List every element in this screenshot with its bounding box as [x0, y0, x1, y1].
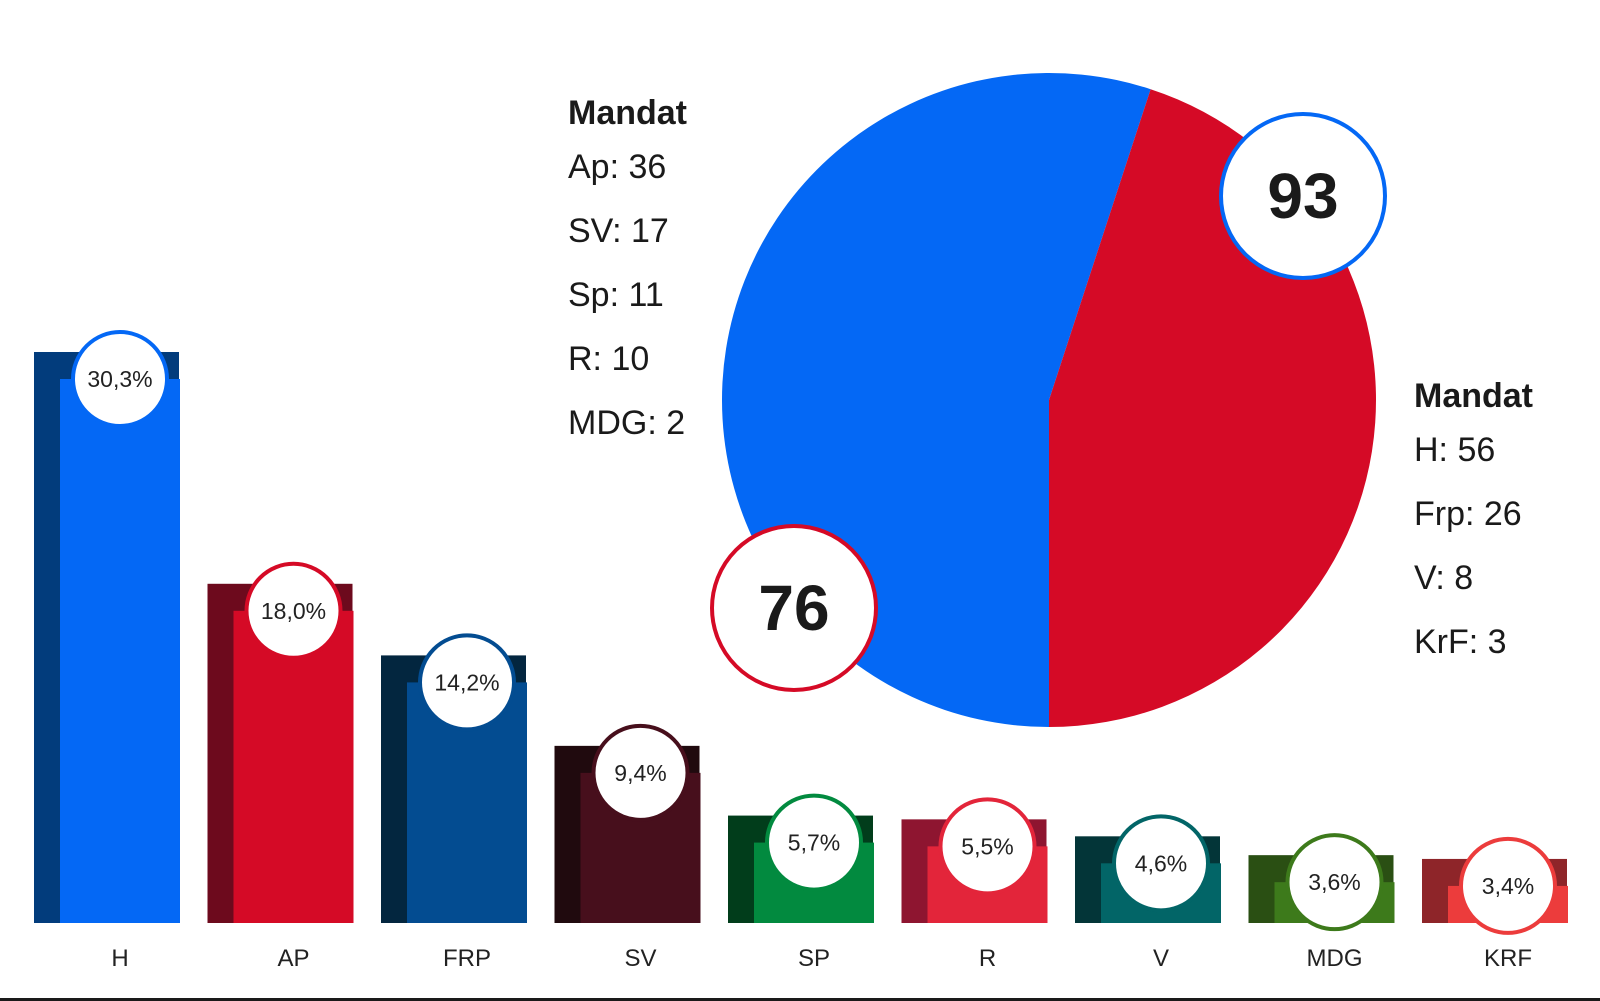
bar-value-label-h: 30,3%	[87, 366, 152, 392]
legend-left-title: Mandat	[568, 94, 687, 132]
bar-value-label-frp: 14,2%	[434, 669, 499, 695]
bar-value-badge-ap	[244, 561, 343, 660]
bar-value-badge-sv	[591, 723, 690, 822]
bar-value-label-v: 4,6%	[1135, 850, 1187, 876]
legend-right-item-h: H: 56	[1414, 431, 1496, 469]
legend-left-item-r: R: 10	[568, 340, 650, 378]
bar-h	[60, 379, 180, 923]
legend-left-item-ap: Ap: 36	[568, 148, 667, 186]
bar-value-label-mdg: 3,6%	[1308, 869, 1360, 895]
bar-value-label-r: 5,5%	[961, 833, 1013, 859]
category-label-sv: SV	[624, 945, 656, 972]
bar-value-badge-krf	[1459, 836, 1557, 935]
category-label-sp: SP	[798, 945, 830, 972]
bar-value-label-sv: 9,4%	[614, 760, 666, 786]
legend-left-item-mdg: MDG: 2	[568, 404, 686, 442]
seat-total-label-1: 76	[758, 572, 829, 644]
legend-right-item-krf: KrF: 3	[1414, 623, 1507, 661]
bottom-rule	[0, 998, 1600, 1001]
legend-left-item-sp: Sp: 11	[568, 276, 664, 314]
category-label-h: H	[111, 945, 128, 972]
seat-total-badge-0	[1219, 112, 1387, 280]
category-label-r: R	[979, 945, 996, 972]
bar-value-badge-r	[938, 797, 1037, 896]
category-label-v: V	[1153, 945, 1169, 972]
category-label-mdg: MDG	[1307, 945, 1363, 972]
bar-value-badge-mdg	[1285, 833, 1384, 932]
seat-pie-chart: 93 76	[710, 72, 1387, 728]
category-label-frp: FRP	[443, 945, 491, 972]
bar-chart: 30,3% H 18,0% AP 14,2% FRP 9,4% SV 5,7% SP 5,5% R 4,…	[34, 330, 1568, 972]
bar-value-badge-v	[1112, 814, 1210, 913]
bar-value-label-sp: 5,7%	[788, 830, 840, 856]
legend-left-item-sv: SV: 17	[568, 212, 669, 250]
category-label-ap: AP	[277, 945, 309, 972]
bar-value-label-krf: 3,4%	[1482, 873, 1534, 899]
bar-value-badge-frp	[418, 633, 516, 732]
legend-right-item-v: V: 8	[1414, 559, 1474, 597]
legend-right-seats: Mandat H: 56 Frp: 26 V: 8 KrF: 3	[1414, 379, 1533, 689]
legend-right-title: Mandat	[1414, 377, 1533, 415]
bar-value-badge-sp	[765, 793, 863, 892]
seat-total-label-0: 93	[1267, 160, 1338, 232]
seat-total-badge-1	[710, 524, 878, 692]
legend-right-item-frp: Frp: 26	[1414, 495, 1522, 533]
category-label-krf: KRF	[1484, 945, 1532, 972]
bar-ap	[233, 610, 354, 923]
legend-left-seats: Mandat Ap: 36 SV: 17 Sp: 11 R: 10 MDG: 2	[568, 96, 687, 470]
bar-value-badge-h	[71, 330, 169, 428]
bar-value-label-ap: 18,0%	[261, 598, 326, 624]
